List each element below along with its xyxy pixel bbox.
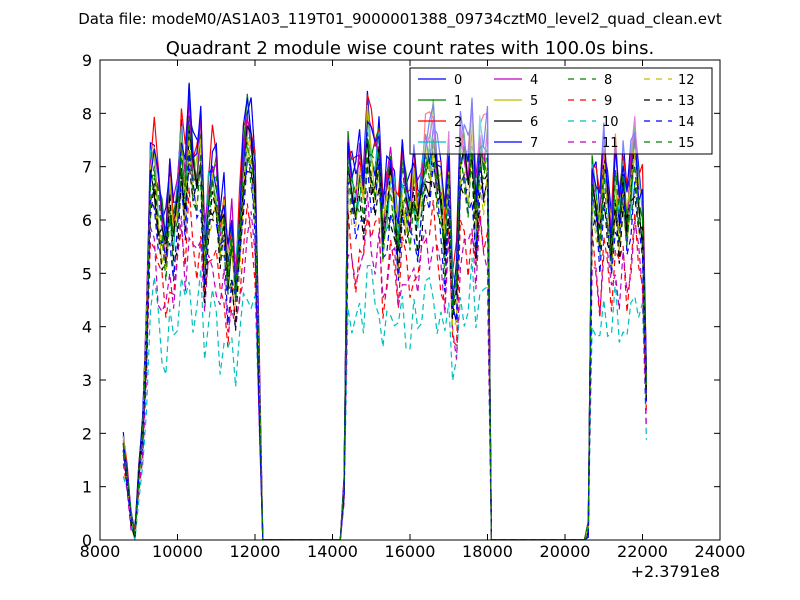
legend-label-5: 5	[530, 94, 538, 109]
series-line-14	[122, 153, 647, 540]
legend-label-11: 11	[602, 136, 619, 151]
legend-box	[409, 67, 713, 155]
x-tick-label: 20000	[540, 542, 591, 561]
legend-label-6: 6	[530, 115, 538, 130]
x-tick-label: 24000	[695, 542, 746, 561]
legend-label-3: 3	[454, 136, 462, 151]
y-tick-label: 5	[82, 264, 92, 283]
legend-label-0: 0	[454, 73, 462, 88]
legend-label-15: 15	[678, 136, 695, 151]
legend-label-13: 13	[678, 94, 695, 109]
suptitle: Data file: modeM0/AS1A03_119T01_90000013…	[78, 10, 722, 29]
series-layer	[122, 82, 647, 540]
series-line-10	[122, 257, 647, 540]
x-offset-label: +2.3791e8	[631, 562, 720, 581]
y-tick-label: 1	[82, 478, 92, 497]
legend-label-1: 1	[454, 94, 462, 109]
ticks-layer: 8000 10000 12000 14000 16000 18000 20000 22000 2…	[80, 51, 746, 561]
x-tick-label: 8000	[80, 542, 121, 561]
legend-label-8: 8	[604, 73, 612, 88]
legend-label-2: 2	[454, 115, 462, 130]
y-tick-label: 0	[82, 531, 92, 550]
x-tick-label: 12000	[230, 542, 281, 561]
y-tick-label: 4	[82, 318, 92, 337]
y-tick-label: 8	[82, 104, 92, 123]
x-tick-label: 10000	[152, 542, 203, 561]
x-tick-label: 14000	[307, 542, 358, 561]
x-tick-label: 22000	[617, 542, 668, 561]
legend-label-12: 12	[678, 73, 695, 88]
x-tick-label: 18000	[462, 542, 513, 561]
legend-label-10: 10	[602, 115, 619, 130]
y-tick-label: 2	[82, 424, 92, 443]
y-tick-label: 6	[82, 211, 92, 230]
legend-label-4: 4	[530, 73, 538, 88]
legend-label-9: 9	[604, 94, 612, 109]
legend-label-7: 7	[530, 136, 538, 151]
y-tick-label: 7	[82, 158, 92, 177]
chart-title: Quadrant 2 module wise count rates with …	[166, 38, 655, 59]
series-line-11	[122, 191, 647, 540]
y-tick-label: 3	[82, 371, 92, 390]
x-tick-label: 16000	[385, 542, 436, 561]
legend-label-14: 14	[678, 115, 695, 130]
y-tick-label: 9	[82, 51, 92, 70]
series-line-8	[122, 132, 647, 540]
